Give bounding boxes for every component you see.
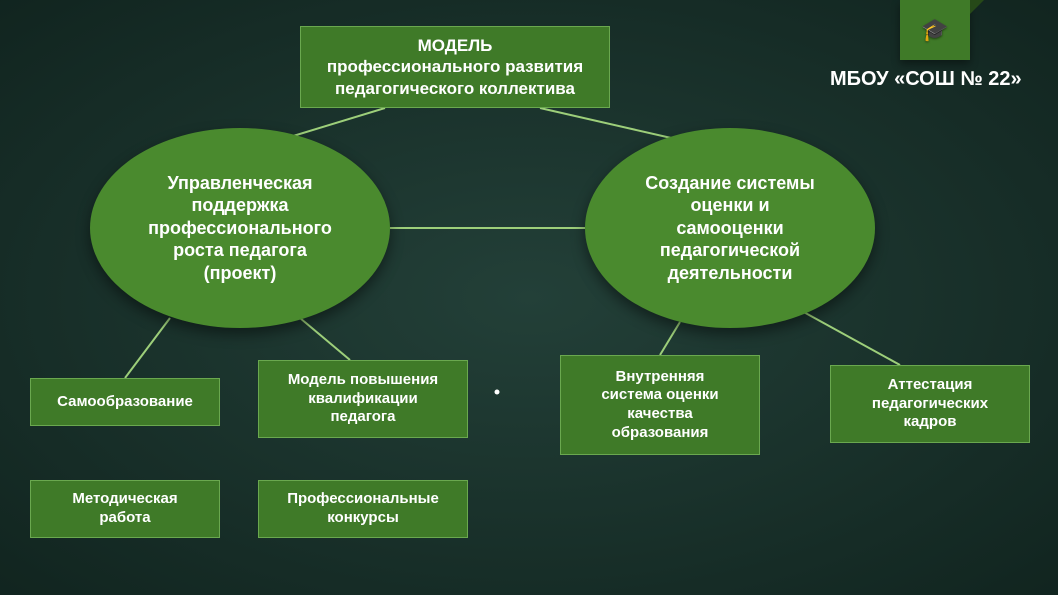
node-box-attestation: Аттестация педагогических кадров (830, 365, 1030, 443)
corner-tab-fold (970, 0, 984, 14)
decor-dot (495, 390, 500, 395)
diagram-stage: МОДЕЛЬ профессионального развития педаго… (0, 0, 1058, 595)
node-box-self-edu: Самообразование (30, 378, 220, 426)
node-ellipse-left: Управленческая поддержка профессионально… (90, 128, 390, 328)
node-ellipse-right: Создание системы оценки и самооценки пед… (585, 128, 875, 328)
connector-ellipse-right-box-attestation (800, 310, 900, 365)
corner-tab: 🎓 (900, 0, 970, 60)
connector-ellipse-left-box-qual-model (300, 318, 350, 360)
org-name-label: МБОУ «СОШ № 22» (830, 68, 1022, 91)
node-box-prof-comp: Профессиональные конкурсы (258, 480, 468, 538)
node-title: МОДЕЛЬ профессионального развития педаго… (300, 26, 610, 108)
connector-ellipse-left-box-self-edu (125, 318, 170, 378)
connector-ellipse-right-box-internal-eval (660, 322, 680, 355)
node-box-method: Методическая работа (30, 480, 220, 538)
connector-title-ellipse-right (540, 108, 680, 140)
graduation-cap-icon: 🎓 (921, 19, 948, 41)
node-box-internal-eval: Внутренняя система оценки качества образ… (560, 355, 760, 455)
node-box-qual-model: Модель повышения квалификации педагога (258, 360, 468, 438)
